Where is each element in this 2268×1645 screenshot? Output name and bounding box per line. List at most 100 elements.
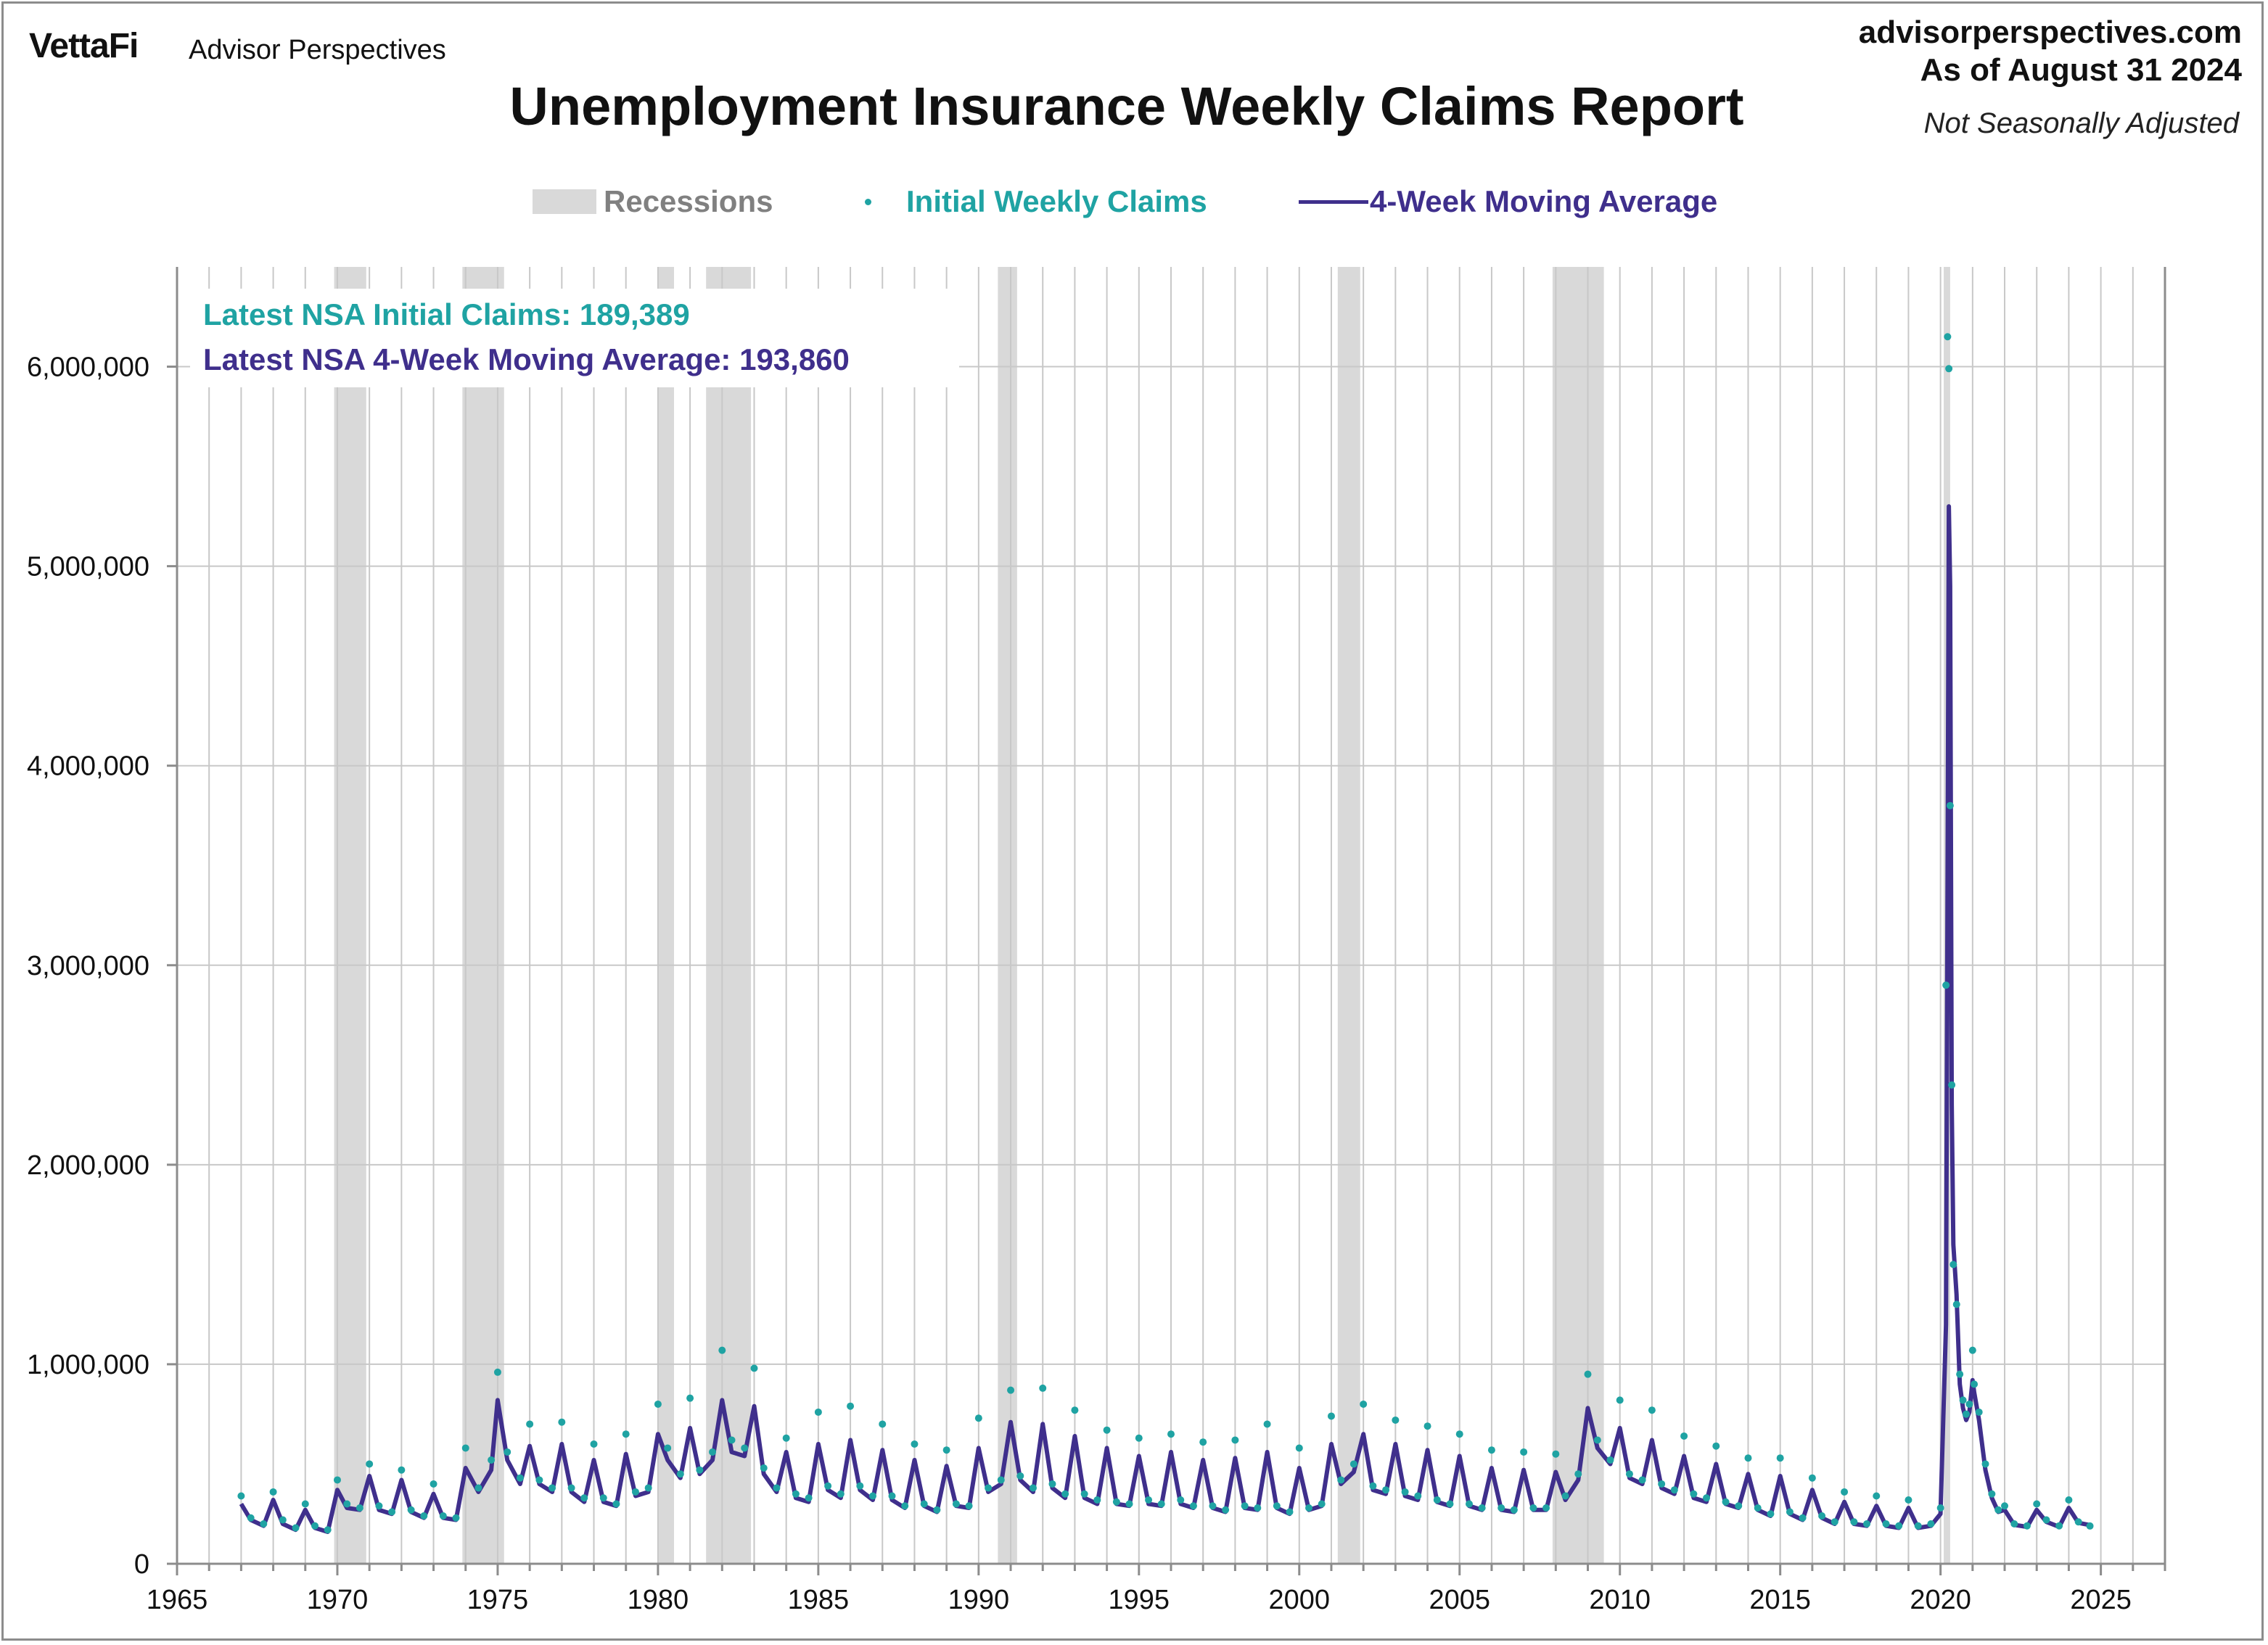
- initial-claims-point-8: [324, 1526, 332, 1534]
- initial-claims-point-56: [837, 1490, 845, 1498]
- initial-claims-point-88: [1177, 1496, 1185, 1504]
- initial-claims-point-164: [1948, 1081, 1956, 1089]
- initial-claims-point-0: [237, 1492, 245, 1500]
- initial-claims-point-43: [696, 1466, 704, 1474]
- as-of-date: As of August 31 2024: [1920, 52, 2242, 88]
- x-tick-label-1980: 1980: [628, 1585, 689, 1615]
- initial-claims-point-41: [676, 1470, 684, 1478]
- initial-claims-point-149: [1831, 1518, 1838, 1526]
- initial-claims-point-158: [1927, 1520, 1935, 1528]
- initial-claims-point-179: [2023, 1522, 2031, 1530]
- initial-claims-point-113: [1446, 1500, 1454, 1508]
- initial-claims-point-37: [631, 1488, 639, 1496]
- initial-claims-marker: [865, 198, 871, 205]
- initial-claims-point-29: [548, 1484, 556, 1492]
- initial-claims-point-69: [974, 1414, 982, 1422]
- initial-claims-point-155: [1895, 1522, 1903, 1530]
- x-tick-label-1995: 1995: [1109, 1585, 1170, 1615]
- initial-claims-point-129: [1616, 1396, 1624, 1404]
- initial-claims-point-185: [2086, 1522, 2094, 1530]
- initial-claims-point-45: [718, 1346, 726, 1354]
- latest-ma-annotation: Latest NSA 4-Week Moving Average: 193,86…: [203, 342, 850, 376]
- initial-claims-point-80: [1093, 1496, 1101, 1504]
- recession-band-5: [1337, 267, 1360, 1564]
- initial-claims-point-134: [1670, 1486, 1678, 1494]
- recession-swatch: [533, 189, 596, 214]
- initial-claims-point-77: [1061, 1490, 1069, 1498]
- brand-subtitle: Advisor Perspectives: [189, 35, 446, 65]
- legend-moving-average: 4-Week Moving Average: [1299, 180, 1717, 223]
- initial-claims-point-147: [1808, 1474, 1816, 1482]
- initial-claims-point-107: [1382, 1486, 1390, 1494]
- initial-claims-point-137: [1703, 1494, 1711, 1502]
- initial-claims-point-20: [452, 1514, 460, 1522]
- initial-claims-point-118: [1497, 1504, 1505, 1512]
- initial-claims-point-176: [1994, 1506, 2002, 1514]
- initial-claims-point-102: [1327, 1412, 1335, 1420]
- initial-claims-point-148: [1818, 1512, 1826, 1520]
- initial-claims-point-101: [1318, 1500, 1326, 1508]
- initial-claims-point-143: [1767, 1510, 1775, 1518]
- initial-claims-point-108: [1392, 1416, 1400, 1424]
- x-tick-label-1990: 1990: [948, 1585, 1010, 1615]
- initial-claims-point-156: [1905, 1496, 1912, 1504]
- initial-claims-point-82: [1112, 1498, 1120, 1506]
- initial-claims-point-90: [1199, 1438, 1207, 1446]
- initial-claims-point-169: [1963, 1410, 1970, 1418]
- x-tick-label-2000: 2000: [1269, 1585, 1331, 1615]
- initial-claims-point-17: [420, 1512, 428, 1520]
- initial-claims-point-71: [997, 1476, 1005, 1484]
- initial-claims-point-181: [2042, 1516, 2050, 1524]
- initial-claims-point-130: [1625, 1470, 1633, 1478]
- initial-claims-point-64: [920, 1500, 928, 1508]
- initial-claims-point-72: [1007, 1386, 1015, 1394]
- initial-claims-point-182: [2055, 1522, 2063, 1530]
- initial-claims-point-163: [1946, 801, 1954, 809]
- y-tick-label-6000000: 6,000,000: [27, 352, 149, 383]
- initial-claims-point-16: [407, 1506, 415, 1514]
- y-tick-label-3000000: 3,000,000: [27, 951, 149, 981]
- legend-moving-average-label: 4-Week Moving Average: [1370, 184, 1718, 218]
- recession-band-2: [657, 267, 674, 1564]
- initial-claims-point-25: [504, 1448, 511, 1456]
- initial-claims-point-18: [430, 1480, 437, 1488]
- initial-claims-point-141: [1744, 1454, 1752, 1462]
- initial-claims-point-131: [1638, 1476, 1646, 1484]
- initial-claims-point-98: [1286, 1508, 1294, 1516]
- initial-claims-point-83: [1125, 1500, 1133, 1508]
- initial-claims-point-105: [1360, 1400, 1368, 1408]
- initial-claims-point-123: [1552, 1450, 1560, 1458]
- x-tick-label-2005: 2005: [1429, 1585, 1490, 1615]
- initial-claims-point-34: [599, 1494, 607, 1502]
- recession-band-3: [706, 267, 752, 1564]
- y-tick-label-5000000: 5,000,000: [27, 552, 149, 582]
- initial-claims-point-97: [1273, 1502, 1281, 1510]
- initial-claims-point-73: [1016, 1472, 1024, 1480]
- initial-claims-point-89: [1189, 1502, 1197, 1510]
- recession-band-6: [1552, 267, 1604, 1564]
- initial-claims-point-91: [1209, 1502, 1217, 1510]
- initial-claims-point-142: [1754, 1504, 1762, 1512]
- initial-claims-point-9: [333, 1476, 341, 1484]
- initial-claims-point-52: [792, 1490, 800, 1498]
- initial-claims-point-154: [1882, 1520, 1890, 1528]
- initial-claims-point-132: [1648, 1406, 1656, 1414]
- initial-claims-point-28: [535, 1476, 543, 1484]
- initial-claims-point-76: [1048, 1480, 1056, 1488]
- initial-claims-point-22: [474, 1484, 482, 1492]
- initial-claims-point-150: [1841, 1488, 1849, 1496]
- initial-claims-point-159: [1936, 1504, 1944, 1512]
- initial-claims-point-65: [933, 1506, 941, 1514]
- initial-claims-point-117: [1487, 1446, 1495, 1454]
- initial-claims-point-106: [1369, 1482, 1377, 1490]
- initial-claims-point-35: [612, 1500, 620, 1508]
- initial-claims-point-10: [343, 1500, 351, 1508]
- y-tick-label-1000000: 1,000,000: [27, 1350, 149, 1380]
- initial-claims-point-114: [1455, 1430, 1463, 1438]
- initial-claims-point-124: [1561, 1492, 1569, 1500]
- legend-recessions-label: Recessions: [604, 184, 773, 218]
- recession-band-0: [334, 267, 366, 1564]
- initial-claims-point-21: [461, 1444, 469, 1452]
